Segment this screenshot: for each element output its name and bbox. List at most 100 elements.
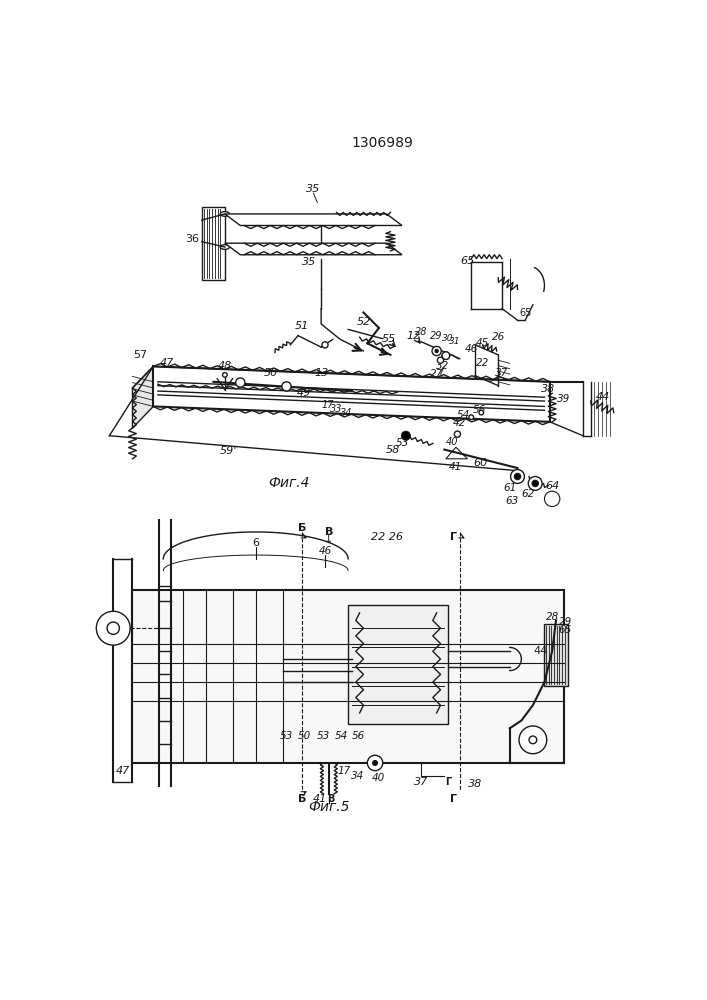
Text: 1306989: 1306989	[352, 136, 414, 150]
Text: 35: 35	[303, 257, 317, 267]
Circle shape	[368, 755, 382, 771]
Circle shape	[322, 342, 328, 348]
Text: ↓: ↓	[324, 535, 334, 545]
Circle shape	[438, 357, 443, 363]
Circle shape	[401, 431, 411, 440]
Text: 54: 54	[457, 410, 470, 420]
Text: 28: 28	[415, 327, 428, 337]
Circle shape	[469, 415, 474, 420]
Text: 35: 35	[306, 184, 320, 194]
Text: 58: 58	[385, 445, 400, 455]
Text: 33: 33	[330, 404, 343, 414]
Text: 30: 30	[442, 334, 453, 343]
Text: 17: 17	[321, 400, 334, 410]
Text: 56: 56	[352, 731, 366, 741]
Text: 41: 41	[312, 794, 327, 804]
Text: 31: 31	[450, 337, 461, 346]
Text: Г: Г	[445, 777, 451, 787]
Circle shape	[528, 477, 542, 490]
Text: 53: 53	[317, 731, 330, 741]
Text: 22 26: 22 26	[370, 532, 402, 542]
Text: Г: Г	[450, 532, 457, 542]
Text: 44: 44	[596, 392, 610, 402]
Circle shape	[455, 431, 460, 437]
Text: В: В	[325, 527, 333, 537]
Circle shape	[96, 611, 130, 645]
Text: 37: 37	[414, 777, 428, 787]
Text: 37: 37	[496, 368, 509, 378]
Text: Б: Б	[298, 794, 306, 804]
Text: 47: 47	[115, 766, 129, 776]
Circle shape	[235, 378, 245, 387]
Text: 39: 39	[557, 394, 571, 404]
Text: 29: 29	[431, 331, 443, 341]
Text: 34: 34	[340, 408, 353, 418]
Text: 59': 59'	[220, 446, 238, 456]
Bar	[348, 605, 448, 724]
Circle shape	[479, 410, 484, 415]
Ellipse shape	[221, 245, 230, 249]
Text: 32: 32	[436, 361, 450, 371]
Text: 13: 13	[314, 368, 328, 378]
Text: 27: 27	[430, 369, 443, 379]
Text: 65: 65	[559, 625, 572, 635]
Ellipse shape	[544, 491, 560, 507]
Polygon shape	[132, 366, 153, 428]
Text: B: B	[327, 794, 335, 804]
Polygon shape	[225, 243, 402, 255]
Bar	[544, 624, 568, 686]
Text: 60: 60	[474, 458, 488, 468]
Circle shape	[510, 470, 525, 483]
Text: 57: 57	[133, 350, 147, 360]
Text: 63: 63	[506, 496, 519, 506]
Text: 47: 47	[160, 358, 174, 368]
Circle shape	[519, 726, 547, 754]
Text: 61: 61	[503, 483, 516, 493]
Bar	[132, 590, 563, 763]
Circle shape	[223, 373, 227, 377]
Text: 53: 53	[280, 731, 293, 741]
Text: 45: 45	[477, 338, 489, 348]
Text: 65: 65	[460, 256, 474, 266]
Text: 50: 50	[298, 731, 311, 741]
Polygon shape	[225, 214, 402, 225]
Text: 26: 26	[491, 332, 505, 342]
Text: 46: 46	[464, 344, 478, 354]
Circle shape	[107, 622, 119, 634]
Text: 40: 40	[446, 437, 458, 447]
Text: 50: 50	[264, 368, 279, 378]
Circle shape	[529, 736, 537, 744]
Text: 64: 64	[545, 481, 559, 491]
Text: 62: 62	[521, 489, 534, 499]
Bar	[201, 207, 225, 280]
Polygon shape	[446, 447, 467, 459]
Text: 65: 65	[520, 308, 532, 318]
Text: 28: 28	[546, 612, 559, 622]
Text: 17: 17	[338, 766, 351, 776]
Text: 12: 12	[407, 331, 421, 341]
Text: 46: 46	[318, 546, 332, 556]
Text: 56: 56	[472, 405, 486, 415]
Text: 53: 53	[395, 438, 409, 448]
Circle shape	[435, 349, 438, 353]
Text: 52: 52	[356, 317, 370, 327]
Text: 48: 48	[218, 361, 232, 371]
Circle shape	[515, 473, 520, 480]
Text: Фиг.4: Фиг.4	[268, 476, 310, 490]
Text: 34: 34	[351, 771, 364, 781]
Text: 51: 51	[295, 321, 309, 331]
Text: 44: 44	[534, 646, 548, 656]
Circle shape	[373, 761, 378, 765]
Text: 36: 36	[185, 234, 199, 244]
Text: Фиг.5: Фиг.5	[308, 800, 349, 814]
Circle shape	[432, 346, 441, 356]
Text: 49: 49	[297, 388, 311, 398]
Text: 54: 54	[334, 731, 348, 741]
Text: Б: Б	[298, 523, 306, 533]
Text: 6: 6	[252, 538, 259, 548]
Text: 38: 38	[541, 384, 556, 394]
Text: 29: 29	[559, 617, 572, 627]
Text: 55: 55	[382, 334, 396, 344]
Text: Г: Г	[450, 794, 457, 804]
Text: 40: 40	[373, 773, 385, 783]
